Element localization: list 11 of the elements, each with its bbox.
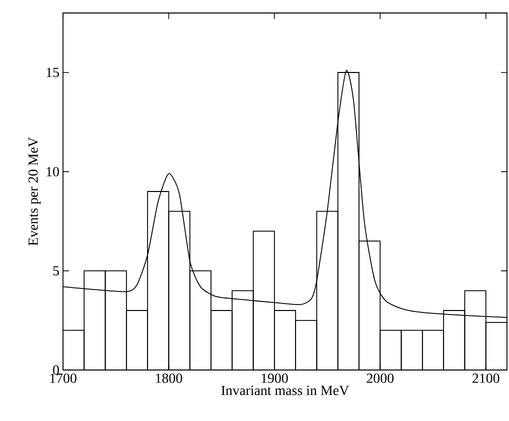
y-tick-label: 10 (46, 166, 59, 176)
y-axis-title: Events per 20 MeV (28, 137, 41, 246)
y-tick-label: 5 (53, 266, 59, 276)
x-axis-title: Invariant mass in MeV (221, 386, 349, 396)
x-tick-label: 1700 (50, 374, 76, 383)
x-tick-label: 1900 (262, 374, 288, 383)
y-tick-label: 0 (53, 365, 59, 375)
x-tick-label: 1800 (156, 374, 182, 383)
x-tick-label: 2000 (366, 374, 394, 383)
y-tick-label: 15 (46, 68, 59, 78)
x-tick-label: 2100 (472, 374, 500, 383)
